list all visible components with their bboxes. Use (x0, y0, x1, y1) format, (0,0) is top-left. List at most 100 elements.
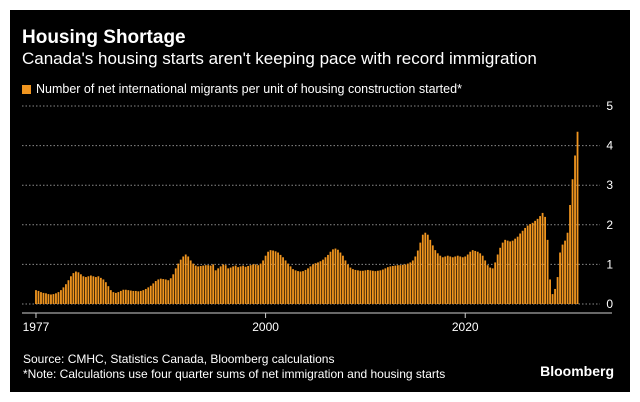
y-tick-label: 5 (606, 99, 613, 113)
bar (461, 257, 464, 304)
bar (55, 293, 57, 304)
bar (224, 265, 227, 304)
bar (257, 265, 259, 304)
bar (242, 265, 245, 304)
bar (359, 270, 362, 304)
bar (124, 289, 127, 304)
bar (179, 259, 182, 304)
bar (362, 270, 364, 304)
bar (322, 259, 324, 304)
bar (332, 249, 334, 304)
bar (127, 290, 130, 304)
bar (169, 278, 172, 304)
bar (239, 266, 242, 304)
bar (352, 269, 354, 304)
bar (554, 288, 556, 304)
bar (469, 251, 472, 304)
bar (97, 276, 100, 304)
bar (439, 255, 442, 304)
bar (526, 225, 529, 304)
bar (50, 294, 52, 304)
bar (264, 255, 267, 304)
legend: Number of net international migrants per… (22, 82, 462, 96)
bar (314, 263, 317, 304)
bar (327, 254, 329, 304)
bar (381, 269, 384, 304)
bar (391, 265, 394, 304)
bar (404, 264, 407, 304)
bar (254, 264, 257, 304)
bar (534, 220, 537, 304)
bloomberg-logo: Bloomberg (540, 363, 614, 379)
bar (569, 205, 571, 304)
bar (47, 294, 50, 304)
bar (501, 242, 504, 304)
bar (459, 256, 462, 304)
footnote: *Note: Calculations use four quarter sum… (23, 367, 446, 381)
y-axis: 0 1 2 3 4 5 (606, 99, 613, 311)
bar (541, 212, 544, 304)
bar (112, 292, 115, 304)
bar (212, 264, 215, 304)
bar (421, 234, 424, 304)
bar (561, 244, 564, 304)
bar (259, 263, 262, 304)
bar (142, 290, 145, 304)
bar (197, 266, 200, 304)
bar (364, 270, 367, 304)
bar (307, 268, 309, 304)
bar (376, 270, 379, 304)
bar (77, 272, 80, 304)
chart-subtitle: Canada's housing starts aren't keeping p… (22, 49, 537, 68)
bar (419, 242, 422, 304)
bar (67, 280, 70, 304)
bar (99, 277, 102, 304)
bar (227, 268, 230, 304)
bar (339, 252, 342, 304)
bar (484, 260, 487, 304)
x-tick-label: 1977 (23, 320, 50, 334)
bar (509, 241, 512, 304)
bar (269, 250, 272, 304)
bar (40, 292, 42, 304)
bar (344, 260, 347, 304)
bar (304, 269, 307, 304)
bar (114, 292, 117, 304)
bar (369, 270, 372, 304)
bar (202, 265, 205, 304)
bar (441, 257, 444, 304)
bar (576, 131, 579, 304)
bar (444, 256, 447, 304)
bar (429, 239, 432, 304)
bar (222, 264, 225, 304)
bar (464, 256, 467, 304)
bar (549, 279, 551, 304)
bar (174, 268, 177, 304)
bar (504, 239, 507, 304)
bar (164, 279, 167, 304)
bar (409, 262, 412, 304)
bar (274, 251, 277, 304)
bar (277, 252, 279, 304)
bar (379, 270, 382, 304)
bar (449, 256, 452, 304)
bar (334, 248, 337, 304)
bar (154, 281, 157, 304)
bar (70, 276, 72, 304)
bar (367, 269, 369, 304)
bar (72, 273, 75, 304)
bar (249, 265, 252, 304)
bar (556, 277, 559, 304)
bar (386, 267, 389, 304)
bar (279, 254, 282, 304)
bar (237, 267, 240, 304)
y-tick-label: 1 (606, 257, 613, 271)
bar (494, 262, 497, 304)
bar (57, 292, 60, 304)
bar (466, 254, 469, 304)
bar (219, 266, 222, 304)
bar (104, 282, 107, 304)
bar (262, 260, 264, 304)
bar (424, 232, 427, 304)
chart-card: Housing Shortage Canada's housing starts… (10, 10, 630, 392)
